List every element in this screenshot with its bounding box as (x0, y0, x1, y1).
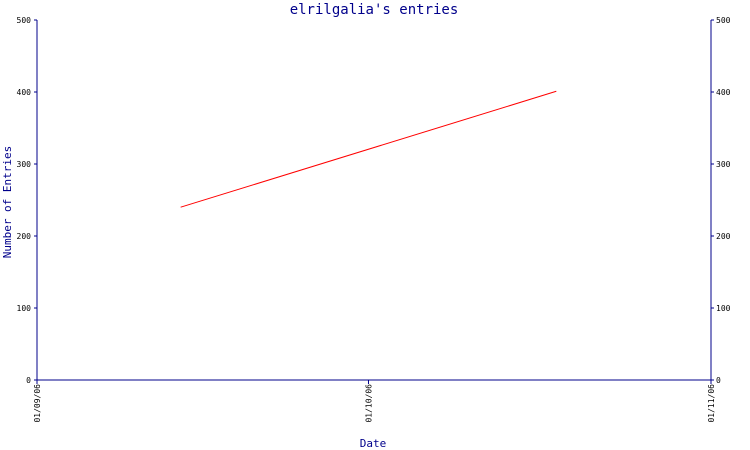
x-tick-label: 01/09/06 (33, 384, 42, 423)
left-y-tick-label: 0 (26, 376, 31, 385)
x-tick-label: 01/11/06 (707, 384, 716, 423)
right-y-tick-label: 500 (716, 16, 731, 25)
chart-title: elrilgalia's entries (290, 2, 459, 18)
series-layer (180, 90, 557, 208)
x-ticks: 01/09/06 01/10/06 01/11/06 (33, 380, 716, 423)
left-y-ticks: 0 100 200 300 400 500 (17, 16, 37, 385)
left-y-tick-label: 400 (17, 88, 32, 97)
left-y-tick-label: 500 (17, 16, 32, 25)
x-tick-label: 01/10/06 (364, 384, 373, 423)
y-axis-label: Number of Entries (1, 146, 14, 259)
right-y-tick-label: 300 (716, 160, 731, 169)
left-y-tick-label: 200 (17, 232, 32, 241)
plot-area (37, 20, 711, 380)
right-y-tick-label: 100 (716, 304, 731, 313)
right-y-tick-label: 200 (716, 232, 731, 241)
x-axis-label: Date (360, 437, 387, 450)
series-line (180, 90, 557, 208)
right-y-tick-label: 400 (716, 88, 731, 97)
left-y-tick-label: 100 (17, 304, 32, 313)
right-y-ticks: 0 100 200 300 400 500 (711, 16, 731, 385)
left-y-tick-label: 300 (17, 160, 32, 169)
right-y-tick-label: 0 (716, 376, 721, 385)
